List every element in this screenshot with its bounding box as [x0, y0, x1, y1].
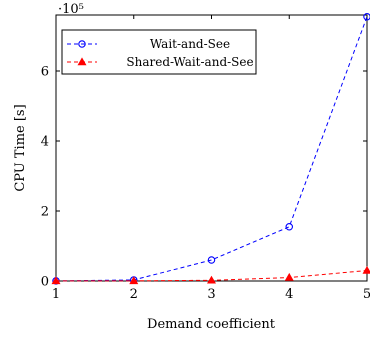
data-point — [362, 265, 370, 274]
legend-label-wait-and-see: Wait-and-See — [150, 37, 230, 51]
legend-entry-wait-and-see — [67, 40, 97, 48]
y-axis-label: CPU Time [s] — [13, 104, 28, 191]
y-multiplier-label: ·10⁵ — [58, 2, 84, 17]
series-layer — [51, 13, 370, 285]
x-tick-label: 1 — [52, 287, 60, 302]
series-shared-wait-and-see — [51, 265, 370, 285]
data-point — [285, 223, 293, 231]
legend-entry-shared-wait-and-see — [67, 57, 97, 66]
data-point — [51, 276, 61, 285]
y-tick-label: 0 — [41, 275, 49, 290]
data-point — [207, 275, 216, 284]
y-tick-label: 4 — [41, 135, 49, 150]
y-tick-label: 6 — [41, 65, 49, 80]
ticks: 1 2 3 4 5 0 2 4 6 — [41, 15, 370, 302]
data-point — [207, 256, 216, 264]
x-axis-label: Demand coefficient — [147, 317, 276, 332]
x-tick-label: 4 — [285, 287, 293, 302]
legend-box — [61, 29, 257, 75]
y-tick-label: 2 — [41, 205, 49, 220]
x-tick-label: 5 — [363, 287, 370, 302]
legend-label-shared-wait-and-see: Shared-Wait-and-See — [126, 55, 253, 69]
data-point — [284, 272, 294, 281]
x-tick-label: 3 — [207, 287, 215, 302]
legend: Wait-and-See Shared-Wait-and-See — [61, 29, 257, 75]
data-point — [363, 13, 370, 21]
series-line — [55, 16, 368, 282]
legend-swatch-marker — [77, 57, 87, 66]
x-tick-label: 2 — [130, 287, 138, 302]
legend-swatch-marker — [78, 40, 86, 48]
data-point — [129, 276, 139, 285]
